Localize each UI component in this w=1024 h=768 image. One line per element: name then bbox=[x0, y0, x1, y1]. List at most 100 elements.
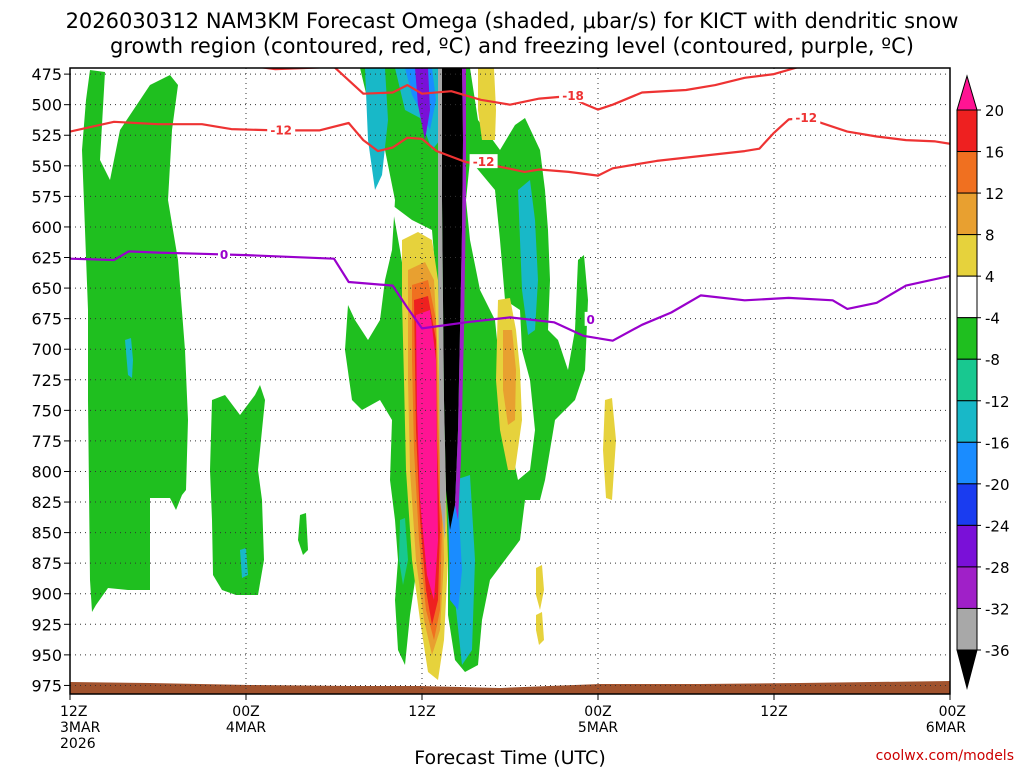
x-tick-label: 12Z bbox=[60, 704, 87, 720]
terrain-ground bbox=[70, 681, 950, 694]
colorbar-swatch bbox=[956, 566, 978, 609]
omega-region-pos-small-lower1 bbox=[536, 565, 544, 610]
freezing-level-label-bg bbox=[218, 247, 230, 262]
colorbar-label: -12 bbox=[985, 393, 1010, 411]
y-tick-label: 950 bbox=[31, 646, 62, 665]
credit-text: coolwx.com/models bbox=[876, 748, 1014, 764]
x-tick-label: 3MAR bbox=[60, 720, 101, 736]
y-tick-label: 700 bbox=[31, 340, 62, 359]
freezing-level-label: 0 bbox=[586, 313, 594, 327]
colorbar-label: -4 bbox=[985, 310, 1000, 328]
colorbar-swatch bbox=[956, 524, 978, 568]
colorbar-swatch bbox=[956, 441, 978, 485]
omega-region-neg32-rim bbox=[455, 68, 466, 520]
colorbar-label: -32 bbox=[985, 600, 1010, 618]
omega-region-neg16-upper bbox=[365, 68, 388, 190]
chart-title-line2: growth region (contoured, red, ºC) and f… bbox=[110, 34, 914, 58]
omega-region-neg32-rim-left bbox=[438, 68, 446, 540]
colorbar-label: -24 bbox=[985, 517, 1010, 535]
y-tick-label: 575 bbox=[31, 187, 62, 206]
omega-region-pos8-right-blob bbox=[503, 330, 516, 425]
colorbar-label: -28 bbox=[985, 559, 1010, 577]
dgz-minus12-label: -12 bbox=[270, 123, 292, 137]
colorbar-swatch bbox=[956, 483, 978, 526]
x-tick-label: 5MAR bbox=[578, 720, 619, 736]
y-tick-label: 525 bbox=[31, 126, 62, 145]
x-tick-label: 00Z bbox=[584, 704, 611, 720]
y-tick-label: 475 bbox=[31, 65, 62, 84]
omega-region-cyan-stem bbox=[518, 180, 538, 335]
omega-region-neg36-core bbox=[442, 68, 463, 530]
omega-region-neg-midleft-inner bbox=[240, 548, 248, 578]
y-tick-label: 775 bbox=[31, 432, 62, 451]
colorbar-swatch bbox=[956, 358, 978, 402]
y-tick-label: 925 bbox=[31, 615, 62, 634]
omega-region-pos20 bbox=[416, 310, 438, 600]
dgz-minus18-contour bbox=[258, 68, 799, 111]
omega-region-pos-upper-right bbox=[478, 68, 496, 140]
colorbar-label: 12 bbox=[985, 185, 1004, 203]
y-tick-label: 825 bbox=[31, 493, 62, 512]
omega-region-neg-left bbox=[82, 70, 188, 612]
omega-region-pos-small-right bbox=[603, 398, 616, 500]
colorbar-top-arrow bbox=[956, 74, 978, 111]
dgz-minus12-label-bg bbox=[267, 122, 296, 137]
y-tick-label: 675 bbox=[31, 310, 62, 329]
y-tick-label: 500 bbox=[31, 96, 62, 115]
y-tick-label: 725 bbox=[31, 371, 62, 390]
colorbar: 20 16 12 8 4 -4 -8 -12 -16 -20 -24 -28 -32 -36 bbox=[956, 74, 1010, 690]
dgz-minus12-label-bg bbox=[792, 110, 821, 125]
colorbar-label: 8 bbox=[985, 227, 995, 245]
y-tick-label: 600 bbox=[31, 218, 62, 237]
dgz-minus18-label: -18 bbox=[562, 89, 584, 103]
y-axis: 475 500 525 550 575 600 625 650 675 700 725 750 775 8… bbox=[31, 65, 70, 695]
chart-title-line1: 2026030312 NAM3KM Forecast Omega (shaded… bbox=[66, 9, 959, 33]
y-tick-label: 900 bbox=[31, 585, 62, 604]
y-tick-label: 625 bbox=[31, 249, 62, 268]
gridlines bbox=[70, 68, 950, 694]
y-tick-label: 550 bbox=[31, 157, 62, 176]
colorbar-bottom-arrow bbox=[956, 649, 978, 690]
x-tick-label: 12Z bbox=[760, 704, 787, 720]
omega-region-blue-lower bbox=[448, 500, 462, 610]
omega-region-neg-midleft bbox=[210, 385, 265, 595]
omega-region-neg-dot bbox=[298, 513, 308, 555]
freezing-level-contour bbox=[70, 250, 950, 342]
colorbar-swatch bbox=[956, 151, 978, 194]
x-tick-label: 2026 bbox=[60, 736, 96, 752]
colorbar-swatch bbox=[956, 192, 978, 236]
colorbar-label: -36 bbox=[985, 642, 1010, 660]
omega-shading bbox=[70, 68, 950, 694]
plot-frame bbox=[69, 67, 951, 695]
omega-region-neg-small bbox=[399, 518, 408, 585]
freezing-level-label-bg bbox=[584, 311, 597, 326]
contour-labels: 0 0 -12 -12 -12 -18 bbox=[218, 88, 821, 327]
y-tick-label: 650 bbox=[31, 279, 62, 298]
x-tick-label: 00Z bbox=[939, 704, 966, 720]
dgz-minus12-label: -12 bbox=[795, 111, 817, 125]
omega-region-neg-left-inner bbox=[125, 338, 133, 378]
x-axis-label: Forecast Time (UTC) bbox=[414, 747, 605, 768]
omega-region-pos-small-lower2 bbox=[536, 612, 544, 645]
colorbar-label: 20 bbox=[985, 102, 1004, 120]
x-tick-label: 6MAR bbox=[926, 720, 967, 736]
colorbar-swatch bbox=[956, 317, 978, 360]
y-tick-label: 875 bbox=[31, 554, 62, 573]
colorbar-swatch bbox=[956, 234, 978, 277]
y-tick-label: 800 bbox=[31, 462, 62, 481]
y-tick-label: 850 bbox=[31, 524, 62, 543]
colorbar-label: 4 bbox=[985, 268, 995, 286]
colorbar-swatch bbox=[956, 607, 978, 651]
y-tick-label: 750 bbox=[31, 401, 62, 420]
y-tick-label: 975 bbox=[31, 676, 62, 695]
freezing-level-label: 0 bbox=[220, 248, 228, 262]
colorbar-swatch bbox=[956, 109, 978, 153]
x-tick-label: 12Z bbox=[408, 704, 435, 720]
colorbar-swatch bbox=[956, 275, 978, 319]
dgz-minus12-label: -12 bbox=[473, 155, 495, 169]
dgz-minus12-label-bg bbox=[469, 154, 498, 169]
dgz-minus18-label-bg bbox=[559, 88, 588, 103]
x-tick-label: 00Z bbox=[232, 704, 259, 720]
